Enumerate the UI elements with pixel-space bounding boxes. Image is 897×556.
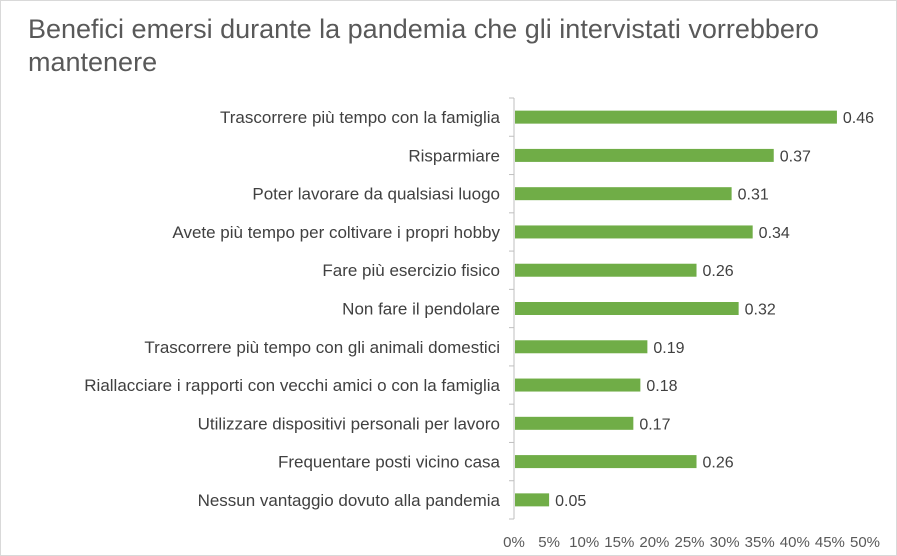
x-tick-label: 45% — [815, 534, 845, 551]
bar — [515, 110, 837, 124]
x-tick-label: 15% — [604, 534, 634, 551]
bar — [515, 378, 641, 392]
bar — [515, 455, 697, 469]
bar — [515, 416, 634, 430]
bar — [515, 225, 753, 239]
value-label: 0.37 — [780, 148, 811, 165]
bars — [515, 110, 837, 507]
value-label: 0.17 — [639, 416, 670, 433]
x-tick-label: 50% — [850, 534, 880, 551]
x-tick-label: 20% — [639, 534, 669, 551]
value-label: 0.34 — [759, 225, 790, 242]
x-tick-label: 10% — [569, 534, 599, 551]
value-label: 0.26 — [703, 263, 734, 280]
category-label: Fare più esercizio fisico — [322, 261, 500, 280]
chart-title: Benefici emersi durante la pandemia che … — [28, 14, 819, 77]
x-tick-label: 25% — [674, 534, 704, 551]
category-label: Frequentare posti vicino casa — [278, 453, 501, 472]
category-label: Risparmiare — [408, 146, 500, 165]
bar — [515, 302, 739, 315]
value-label: 0.18 — [646, 378, 677, 395]
category-label: Non fare il pendolare — [342, 300, 500, 319]
bar — [515, 187, 732, 201]
x-tick-label: 5% — [538, 534, 560, 551]
category-label: Trascorrere più tempo con gli animali do… — [144, 338, 500, 357]
value-label: 0.32 — [745, 302, 776, 319]
value-label: 0.19 — [653, 340, 684, 357]
bar — [515, 148, 774, 162]
labels: Trascorrere più tempo con la famiglia 0.4… — [84, 108, 880, 551]
x-tick-label: 40% — [780, 534, 810, 551]
value-label: 0.31 — [738, 187, 769, 204]
value-label: 0.26 — [703, 455, 734, 472]
category-label: Trascorrere più tempo con la famiglia — [220, 108, 501, 127]
category-label: Riallacciare i rapporti con vecchi amici… — [84, 376, 500, 395]
bar — [515, 493, 550, 507]
bar — [515, 340, 648, 354]
category-label: Poter lavorare da qualsiasi luogo — [252, 185, 500, 204]
x-tick-label: 0% — [503, 534, 525, 551]
category-label: Avete più tempo per coltivare i propri h… — [172, 223, 500, 242]
category-label: Utilizzare dispositivi personali per lav… — [198, 414, 500, 433]
x-tick-label: 30% — [710, 534, 740, 551]
bar — [515, 263, 697, 277]
axes — [509, 97, 515, 520]
x-tick-label: 35% — [745, 534, 775, 551]
value-label: 0.05 — [555, 493, 586, 510]
category-label: Nessun vantaggio dovuto alla pandemia — [198, 491, 501, 510]
value-label: 0.46 — [843, 110, 874, 127]
